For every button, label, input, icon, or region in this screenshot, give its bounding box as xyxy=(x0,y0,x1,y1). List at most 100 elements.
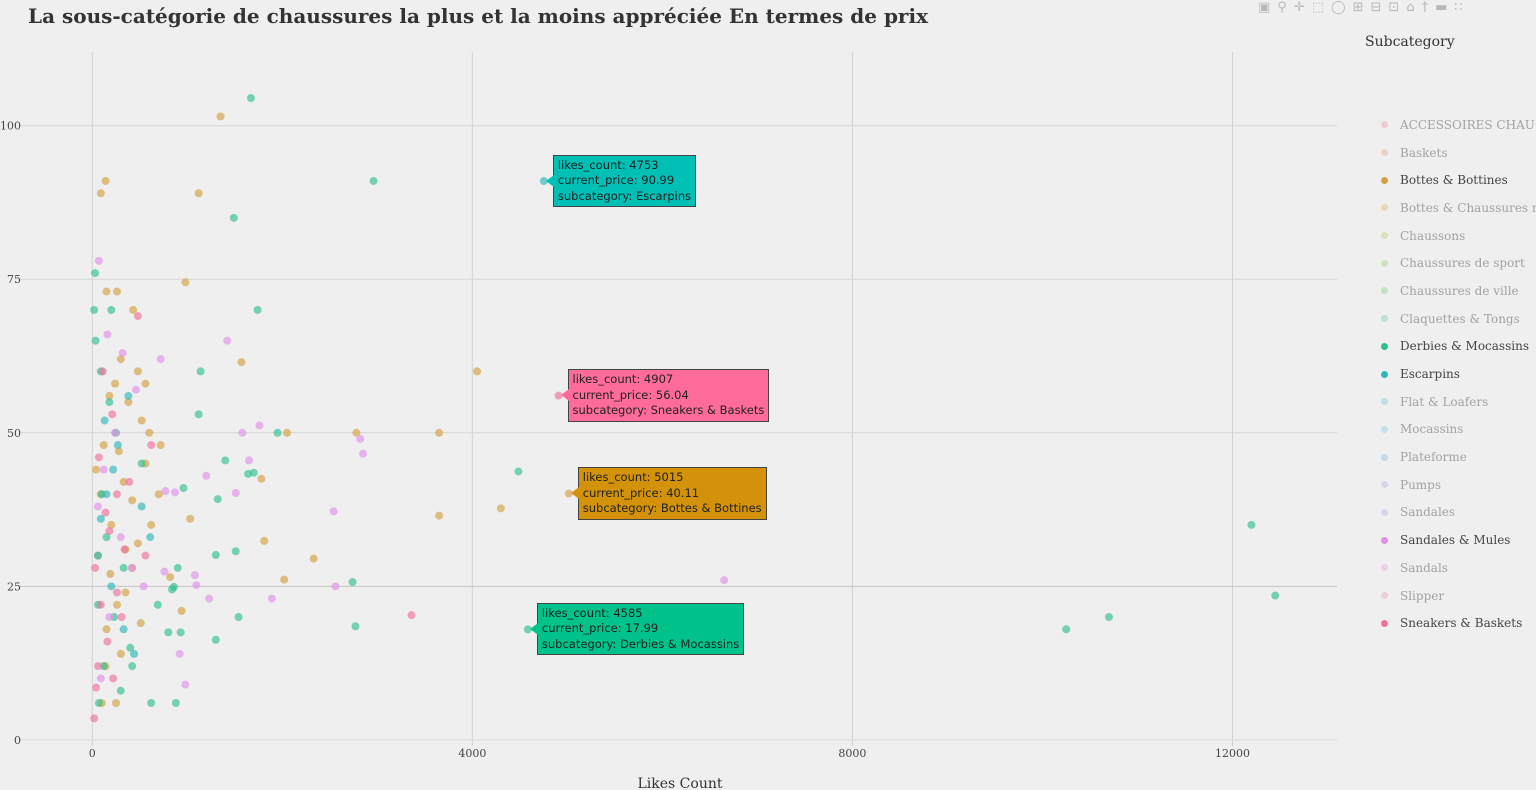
data-point[interactable] xyxy=(94,256,103,265)
plotly-logo-icon[interactable]: ∷ xyxy=(1454,0,1463,15)
data-point[interactable] xyxy=(94,453,103,462)
data-point[interactable] xyxy=(231,488,240,497)
data-point[interactable] xyxy=(186,514,195,523)
data-point[interactable] xyxy=(116,533,125,542)
data-point[interactable] xyxy=(164,628,173,637)
data-point[interactable] xyxy=(99,662,108,671)
data-point[interactable] xyxy=(283,428,292,437)
data-point[interactable] xyxy=(260,536,269,545)
legend-item[interactable]: Mocassins xyxy=(1378,416,1536,444)
legend-item[interactable]: Chaussures de sport xyxy=(1378,249,1536,277)
data-point[interactable] xyxy=(91,336,100,345)
data-point[interactable] xyxy=(156,355,165,364)
data-point[interactable] xyxy=(496,504,505,513)
data-point[interactable] xyxy=(119,625,128,634)
data-point[interactable] xyxy=(329,507,338,516)
data-point[interactable] xyxy=(103,637,112,646)
data-point[interactable] xyxy=(105,391,114,400)
legend-item[interactable]: Claquettes & Tongs xyxy=(1378,305,1536,333)
data-point[interactable] xyxy=(154,490,163,499)
data-point[interactable] xyxy=(146,533,155,542)
data-point[interactable] xyxy=(102,625,111,634)
data-point[interactable] xyxy=(92,465,101,474)
data-point[interactable] xyxy=(98,367,107,376)
data-point[interactable] xyxy=(145,428,154,437)
data-point[interactable] xyxy=(109,465,118,474)
legend-item[interactable]: Flat & Loafers xyxy=(1378,388,1536,416)
data-point[interactable] xyxy=(90,714,99,723)
legend-item[interactable]: Plateforme xyxy=(1378,443,1536,471)
legend-item[interactable]: Sandales xyxy=(1378,499,1536,527)
legend-item[interactable]: Slipper xyxy=(1378,582,1536,610)
data-point[interactable] xyxy=(107,582,116,591)
data-point[interactable] xyxy=(101,508,110,517)
data-point[interactable] xyxy=(223,336,232,345)
data-point[interactable] xyxy=(94,699,103,708)
data-point[interactable] xyxy=(166,573,175,582)
data-point[interactable] xyxy=(133,539,142,548)
data-point[interactable] xyxy=(1062,625,1071,634)
data-point[interactable] xyxy=(147,699,156,708)
data-point[interactable] xyxy=(211,635,220,644)
data-point[interactable] xyxy=(111,428,120,437)
data-point[interactable] xyxy=(105,527,114,536)
scatter-plot[interactable]: 0 4000 8000 12000 0 25 50 75 100 Likes Count xyxy=(0,0,1340,790)
data-point[interactable] xyxy=(1271,591,1280,600)
data-point[interactable] xyxy=(119,563,128,572)
legend-item[interactable]: Pumps xyxy=(1378,471,1536,499)
data-point[interactable] xyxy=(213,495,222,504)
data-point[interactable] xyxy=(359,449,368,458)
data-point[interactable] xyxy=(234,613,243,622)
compare-icon[interactable]: ▬ xyxy=(1435,0,1448,15)
data-point[interactable] xyxy=(116,355,125,364)
data-point[interactable] xyxy=(93,551,102,560)
data-point[interactable] xyxy=(177,606,186,615)
data-point[interactable] xyxy=(121,588,130,597)
camera-icon[interactable]: ▣ xyxy=(1258,0,1271,15)
data-point[interactable] xyxy=(102,490,111,499)
data-point[interactable] xyxy=(255,421,264,430)
legend-item[interactable]: Chaussures de ville xyxy=(1378,277,1536,305)
data-point[interactable] xyxy=(435,428,444,437)
data-point[interactable] xyxy=(102,533,111,542)
data-point[interactable] xyxy=(108,410,117,419)
data-point[interactable] xyxy=(171,699,180,708)
data-point[interactable] xyxy=(131,385,140,394)
data-point[interactable] xyxy=(102,287,111,296)
data-point[interactable] xyxy=(107,520,116,529)
data-point[interactable] xyxy=(96,674,105,683)
data-point[interactable] xyxy=(173,563,182,572)
data-point[interactable] xyxy=(119,477,128,486)
data-point[interactable] xyxy=(99,465,108,474)
data-point[interactable] xyxy=(176,628,185,637)
data-point[interactable] xyxy=(116,649,125,658)
box-select-icon[interactable]: ⬚ xyxy=(1311,0,1325,15)
data-point[interactable] xyxy=(101,176,110,185)
data-point[interactable] xyxy=(91,269,100,278)
data-point[interactable] xyxy=(181,278,190,287)
data-point[interactable] xyxy=(103,330,112,339)
data-point[interactable] xyxy=(128,496,137,505)
zoom-icon[interactable]: ⚲ xyxy=(1277,0,1287,15)
data-point[interactable] xyxy=(92,683,101,692)
data-point[interactable] xyxy=(231,547,240,556)
data-point[interactable] xyxy=(129,305,138,314)
pan-icon[interactable]: ✛ xyxy=(1293,0,1305,15)
legend[interactable]: ACCESSOIRES CHAUSSURES Baskets Bottes & Bo… xyxy=(1378,111,1536,637)
data-point[interactable] xyxy=(93,662,102,671)
data-point[interactable] xyxy=(170,488,179,497)
data-point[interactable] xyxy=(93,502,102,511)
zoom-out-icon[interactable]: ⊟ xyxy=(1370,0,1382,15)
data-point[interactable] xyxy=(169,582,178,591)
legend-item[interactable]: Sandals xyxy=(1378,554,1536,582)
modebar[interactable]: ▣ ⚲ ✛ ⬚ ◯ ⊞ ⊟ ⊡ ⌂ † ▬ ∷ xyxy=(1258,0,1536,16)
data-point[interactable] xyxy=(211,550,220,559)
data-point[interactable] xyxy=(473,367,482,376)
data-point[interactable] xyxy=(205,594,214,603)
data-point[interactable] xyxy=(137,502,146,511)
data-point[interactable] xyxy=(147,520,156,529)
data-point[interactable] xyxy=(139,582,148,591)
data-point[interactable] xyxy=(116,686,125,695)
data-point[interactable] xyxy=(273,428,282,437)
data-point[interactable] xyxy=(348,578,357,587)
